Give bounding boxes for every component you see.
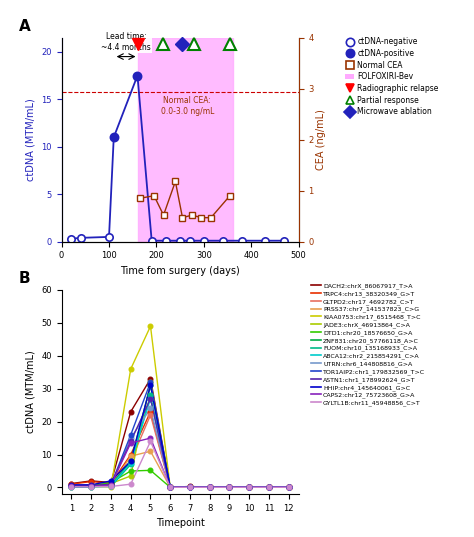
Legend: ctDNA-negative, ctDNA-positive, Normal CEA, FOLFOXIRI-Bev, Radiographic relapse,: ctDNA-negative, ctDNA-positive, Normal C…	[345, 38, 439, 117]
Y-axis label: CEA (ng/mL): CEA (ng/mL)	[317, 109, 327, 170]
Point	[262, 236, 269, 245]
Text: Lead time:
~4.4 months: Lead time: ~4.4 months	[101, 32, 151, 52]
Point	[105, 233, 113, 241]
X-axis label: Time fom surgery (days): Time fom surgery (days)	[120, 266, 240, 276]
Text: Normal CEA:
0.0-3.0 ng/mL: Normal CEA: 0.0-3.0 ng/mL	[161, 96, 214, 115]
Point	[110, 133, 118, 142]
Point	[219, 236, 227, 245]
Point	[186, 236, 193, 245]
Legend: DACH2:chrX_86067917_T>A, TRPC4:chr13_38320349_G>T, GLTPD2:chr17_4692782_C>T, PRS: DACH2:chrX_86067917_T>A, TRPC4:chr13_383…	[311, 283, 425, 406]
Y-axis label: ctDNA (MTM/mL): ctDNA (MTM/mL)	[26, 351, 36, 433]
Point	[67, 235, 75, 243]
Text: A: A	[19, 19, 31, 34]
Point	[162, 236, 170, 245]
Point	[148, 236, 155, 245]
Point	[200, 236, 208, 245]
Text: B: B	[19, 271, 31, 286]
Point	[134, 71, 141, 80]
X-axis label: Timepoint: Timepoint	[155, 518, 205, 528]
Point	[281, 236, 288, 245]
Bar	[138, 38, 233, 242]
Point	[176, 236, 184, 245]
Y-axis label: ctDNA (MTM/mL): ctDNA (MTM/mL)	[26, 98, 36, 181]
Point	[77, 234, 84, 242]
Point	[238, 236, 246, 245]
